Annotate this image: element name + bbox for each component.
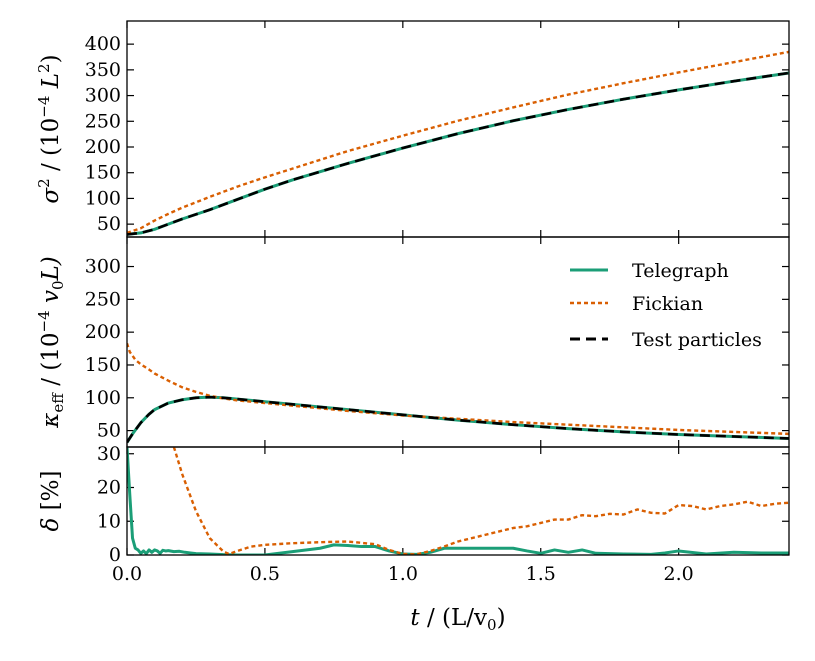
kappa-eff-yticks: 50 100 150 200 250 300 (85, 237, 789, 447)
ytick-label-300: 300 (85, 256, 121, 278)
ytick-label-10: 10 (97, 510, 121, 532)
sigma-squared-yticks: 50 100 150 200 250 300 350 400 (85, 21, 789, 237)
delta-yticks: 0 10 20 30 (97, 443, 789, 566)
ytick-label-50: 50 (97, 420, 121, 442)
ytick-label-0: 0 (109, 544, 121, 566)
legend-label-test-particles: Test particles (632, 329, 762, 351)
sigma-squared-lines (127, 50, 789, 236)
sigma-squared-ylabel: σ2 / (10−4 L2) (35, 54, 64, 203)
ytick-label-200: 200 (85, 321, 121, 343)
ytick-label-200: 200 (85, 136, 121, 158)
ytick-label-250: 250 (85, 110, 121, 132)
series-line-test-particles (127, 395, 789, 444)
delta-frame (126, 446, 790, 556)
ytick-label-250: 250 (85, 288, 121, 310)
ytick-label-50: 50 (97, 213, 121, 235)
ytick-label-100: 100 (85, 187, 121, 209)
ytick-label-30: 30 (97, 443, 121, 465)
legend-label-fickian: Fickian (632, 293, 703, 315)
ytick-label-20: 20 (97, 477, 121, 499)
x-axis-label: t / (L/v0) (410, 605, 505, 634)
xtick-label-2: 1.0 (388, 563, 418, 585)
legend: Telegraph Fickian Test particles (570, 260, 762, 351)
ytick-label-300: 300 (85, 85, 121, 107)
delta-xticks: 0.0 0.5 1.0 1.5 2.0 (112, 563, 694, 585)
series-line-test-particles (127, 71, 789, 236)
ytick-label-350: 350 (85, 59, 121, 81)
kappa-eff-lines (127, 342, 789, 444)
series-line-fickian (172, 447, 789, 555)
series-line-fickian (127, 50, 789, 235)
xtick-label-3: 1.5 (526, 563, 556, 585)
ytick-label-100: 100 (85, 387, 121, 409)
series-line-telegraph (127, 447, 789, 555)
delta-ylabel: δ [%] (38, 471, 64, 532)
xtick-label-0: 0.0 (112, 563, 142, 585)
ytick-label-150: 150 (85, 162, 121, 184)
delta-panel: 0 10 20 30 0.0 0.5 1.0 1.5 2.0 δ [%] t / (L/v0) (38, 443, 790, 634)
delta-lines (127, 447, 789, 555)
ytick-label-400: 400 (85, 33, 121, 55)
xtick-label-1: 0.5 (250, 563, 280, 585)
kappa-eff-ylabel: κeff / (10−4 v0L) (35, 256, 67, 429)
xtick-label-4: 2.0 (664, 563, 694, 585)
ytick-label-150: 150 (85, 354, 121, 376)
kappa-eff-panel: 50 100 150 200 250 300 κeff / (10−4 v0L) Tele… (35, 236, 790, 448)
legend-label-telegraph: Telegraph (632, 260, 729, 282)
sigma-squared-panel: 50 100 150 200 250 300 350 400 σ2 / (10−4 L2) (35, 20, 790, 238)
